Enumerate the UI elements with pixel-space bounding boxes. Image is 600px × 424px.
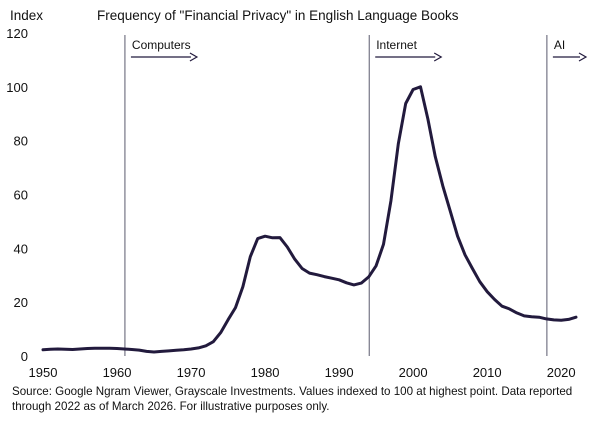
arrow-right-icon	[189, 52, 199, 62]
series-layer	[41, 85, 578, 354]
annotation-label: Computers	[132, 38, 191, 52]
arrow-right-icon	[433, 52, 443, 62]
annotation-label: AI	[554, 38, 565, 52]
arrow-right-icon	[578, 52, 588, 62]
x-tick-label: 2010	[473, 365, 502, 380]
source-footnote: Source: Google Ngram Viewer, Grayscale I…	[12, 385, 573, 413]
y-tick-label: 60	[14, 188, 28, 203]
x-tick-label: 2000	[399, 365, 428, 380]
y-tick-label: 20	[14, 295, 28, 310]
x-tick-label: 1990	[325, 365, 354, 380]
y-axis-label: Index	[10, 8, 43, 23]
x-tick-label: 1970	[177, 365, 206, 380]
y-axis-ticks: 0 20 40 60 80 100 120	[6, 26, 28, 364]
line-chart: Index Frequency of "Financial Privacy" i…	[6, 8, 588, 380]
chart-title: Frequency of "Financial Privacy" in Engl…	[97, 8, 459, 23]
x-tick-label: 2020	[547, 365, 576, 380]
era-annotations: Computers Internet AI	[124, 35, 588, 356]
x-tick-label: 1950	[29, 365, 58, 380]
annotation-label: Internet	[376, 38, 417, 52]
x-axis-ticks: 1950 1960 1970 1980 1990 2000 2010 2020	[29, 365, 576, 380]
series-line	[41, 85, 578, 354]
x-tick-label: 1980	[251, 365, 280, 380]
y-tick-label: 80	[14, 134, 28, 149]
x-tick-label: 1960	[103, 365, 132, 380]
y-tick-label: 120	[6, 26, 28, 41]
y-tick-label: 0	[21, 349, 28, 364]
y-tick-label: 100	[6, 80, 28, 95]
y-tick-label: 40	[14, 241, 28, 256]
